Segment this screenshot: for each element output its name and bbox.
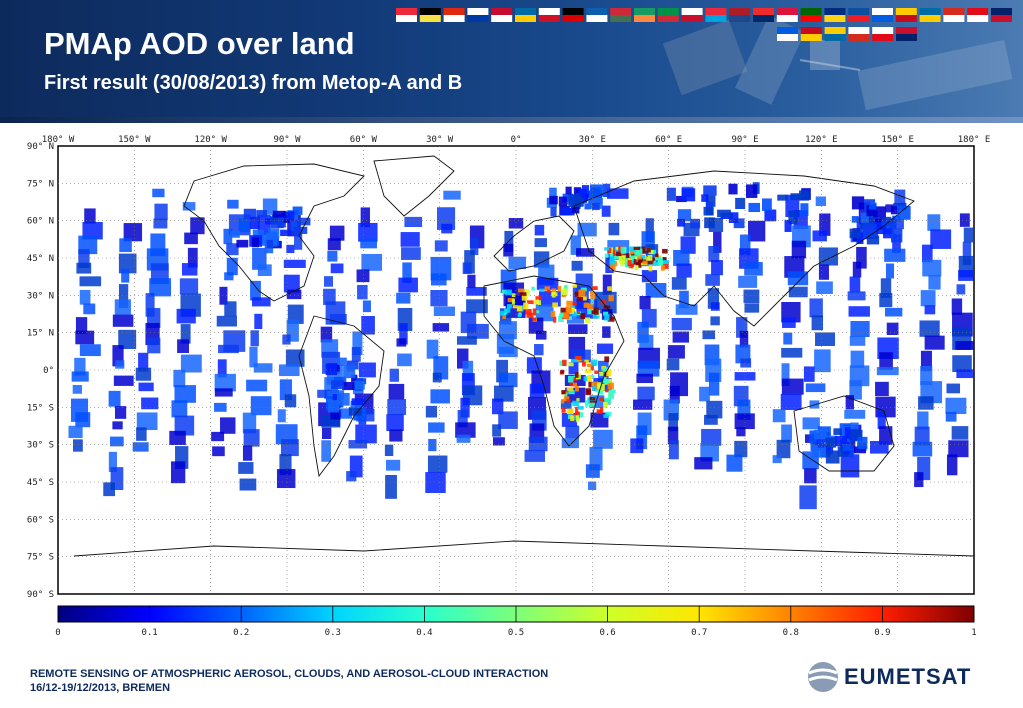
longitude-label: 60° E bbox=[655, 135, 682, 145]
latitude-label: 45° N bbox=[27, 254, 54, 264]
longitude-label: 60° W bbox=[350, 135, 378, 145]
colorbar-tick-label: 0.1 bbox=[141, 628, 157, 638]
colorbar-tick-label: 1 bbox=[971, 628, 976, 638]
colorbar-ticks: 0 0.1 0.2 0.3 0.4 0.5 0.6 0.7 0.8 0.9 1 bbox=[55, 606, 977, 638]
longitude-labels: 180° W 150° W 120° W 90° W 60° W 30° W 0° 30° E… bbox=[42, 135, 991, 145]
colorbar-tick-label: 0.7 bbox=[691, 628, 707, 638]
latitude-labels: 90° N 75° N 60° N 45° N 30° N 15° N 0° 15° S 30°… bbox=[27, 142, 54, 600]
latitude-label: 60° N bbox=[27, 217, 54, 227]
aod-map-panel: 180° W 150° W 120° W 90° W 60° W 30° W 0° 30° E… bbox=[14, 126, 1008, 642]
latitude-label: 75° N bbox=[27, 179, 54, 189]
eumetsat-logo-text: EUMETSAT bbox=[844, 664, 972, 689]
coastlines bbox=[73, 155, 974, 557]
eumetsat-logo: EUMETSAT bbox=[806, 658, 996, 698]
longitude-label: 120° W bbox=[194, 135, 227, 145]
longitude-label: 120° E bbox=[805, 135, 838, 145]
colorbar-tick-label: 0 bbox=[55, 628, 60, 638]
aod-hotspots bbox=[499, 246, 669, 423]
aod-swaths bbox=[68, 182, 974, 510]
longitude-label: 30° E bbox=[579, 135, 606, 145]
latitude-label: 90° S bbox=[27, 590, 54, 600]
conference-name: REMOTE SENSING OF ATMOSPHERIC AEROSOL, C… bbox=[30, 668, 549, 680]
longitude-label: 150° W bbox=[118, 135, 151, 145]
aod-colorbar: 0 0.1 0.2 0.3 0.4 0.5 0.6 0.7 0.8 0.9 1 bbox=[55, 605, 977, 638]
page-subtitle: First result (30/08/2013) from Metop-A a… bbox=[44, 72, 463, 94]
latitude-label: 60° S bbox=[27, 515, 54, 525]
map-graticule bbox=[58, 146, 974, 594]
colorbar-tick-label: 0.5 bbox=[508, 628, 524, 638]
latitude-label: 90° N bbox=[27, 142, 54, 152]
eumetsat-logo-icon bbox=[808, 662, 838, 692]
longitude-label: 90° W bbox=[273, 135, 301, 145]
longitude-label: 0° bbox=[511, 135, 522, 145]
eu-flags-strip bbox=[396, 8, 1012, 41]
longitude-label: 30° W bbox=[426, 135, 454, 145]
longitude-label: 90° E bbox=[731, 135, 758, 145]
longitude-label: 150° E bbox=[881, 135, 914, 145]
longitude-label: 180° W bbox=[42, 135, 75, 145]
colorbar-tick-label: 0.4 bbox=[416, 628, 432, 638]
conference-dates: 16/12-19/12/2013, BREMEN bbox=[30, 682, 171, 694]
latitude-label: 30° S bbox=[27, 441, 54, 451]
aod-world-map: 180° W 150° W 120° W 90° W 60° W 30° W 0° 30° E… bbox=[27, 135, 991, 600]
colorbar-tick-label: 0.3 bbox=[325, 628, 341, 638]
colorbar-tick-label: 0.8 bbox=[783, 628, 799, 638]
longitude-label: 180° E bbox=[958, 135, 991, 145]
page-title: PMAp AOD over land bbox=[44, 26, 355, 61]
colorbar-tick-label: 0.9 bbox=[874, 628, 890, 638]
latitude-label: 15° N bbox=[27, 329, 54, 339]
latitude-label: 15° S bbox=[27, 403, 54, 413]
colorbar-tick-label: 0.6 bbox=[599, 628, 615, 638]
colorbar-tick-label: 0.2 bbox=[233, 628, 249, 638]
header-banner: PMAp AOD over land First result (30/08/2… bbox=[0, 0, 1023, 123]
latitude-label: 75° S bbox=[27, 553, 54, 563]
latitude-label: 0° bbox=[43, 366, 54, 376]
latitude-label: 30° N bbox=[27, 291, 54, 301]
latitude-label: 45° S bbox=[27, 478, 54, 488]
